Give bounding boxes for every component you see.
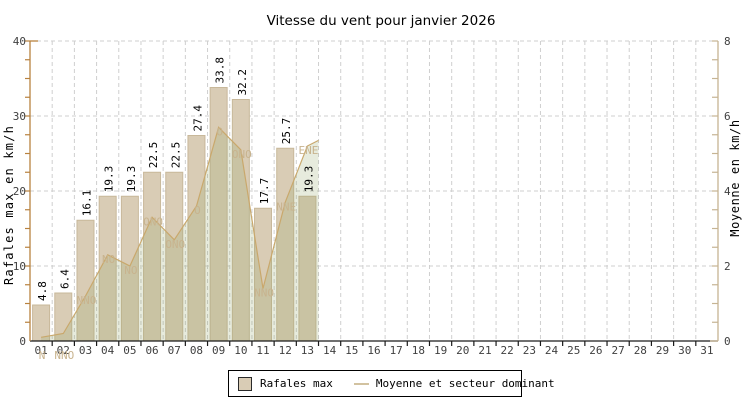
bar-value-label: 22.5 <box>147 142 160 169</box>
bar-day-01 <box>32 304 51 342</box>
sector-label: ONO <box>143 215 163 228</box>
right-axis-title: Moyenne en km/h <box>728 119 742 236</box>
bar-value-label: 27.4 <box>191 105 204 132</box>
day-label: 17 <box>390 344 403 357</box>
day-label: 12 <box>279 344 292 357</box>
legend-label-rafales: Rafales max <box>260 377 333 390</box>
bar-value-label: 19.3 <box>302 166 315 193</box>
right-tick-label: 0 <box>724 335 731 348</box>
bar-value-label: 16.1 <box>80 190 93 217</box>
bar-value-label: 19.3 <box>125 166 138 193</box>
bar-value-label: 25.7 <box>280 118 293 145</box>
legend-line-swatch-icon <box>353 382 369 385</box>
day-label: 21 <box>478 344 491 357</box>
day-label: 06 <box>145 344 158 357</box>
day-label: 27 <box>612 344 625 357</box>
day-label: 28 <box>634 344 647 357</box>
day-label: 14 <box>323 344 337 357</box>
area-moyenne <box>40 126 319 341</box>
day-label: 26 <box>589 344 602 357</box>
sector-label: NO <box>102 253 115 266</box>
bar-value-label: 19.3 <box>103 166 116 193</box>
left-axis-title: Rafales max en km/h <box>2 125 16 285</box>
day-label: 24 <box>545 344 559 357</box>
bar-value-label: 4.8 <box>36 281 49 301</box>
left-tick-label: 30 <box>13 110 26 123</box>
sector-label: NNO <box>254 287 274 300</box>
right-tick-label: 4 <box>724 185 731 198</box>
sector-label: NO <box>124 264 137 277</box>
sector-label: NNE <box>276 200 296 213</box>
legend: Rafales max Moyenne et secteur dominant <box>228 370 555 397</box>
day-label: 13 <box>301 344 314 357</box>
day-label: 15 <box>345 344 358 357</box>
day-label: 07 <box>168 344 181 357</box>
day-label: 30 <box>678 344 691 357</box>
bar-value-label: 6.4 <box>58 269 71 289</box>
day-label: 31 <box>700 344 713 357</box>
bar-value-label: 22.5 <box>169 142 182 169</box>
right-tick-label: 2 <box>724 260 731 273</box>
sector-label: ENE <box>298 144 318 157</box>
day-label: 08 <box>190 344 203 357</box>
sector-label: O <box>216 125 223 138</box>
moyenne-line <box>40 126 319 338</box>
bars-rafales-max <box>32 87 317 342</box>
right-tick-label: 8 <box>724 35 731 48</box>
day-label: 09 <box>212 344 225 357</box>
day-label: 04 <box>101 344 115 357</box>
day-label: 25 <box>567 344 580 357</box>
day-label: 02 <box>57 344 70 357</box>
day-label: 03 <box>79 344 92 357</box>
day-label: 10 <box>234 344 247 357</box>
day-label: 23 <box>523 344 536 357</box>
day-label: 05 <box>123 344 136 357</box>
sector-label: N <box>39 349 46 362</box>
bar-value-label: 17.7 <box>258 178 271 205</box>
legend-bar-swatch-icon <box>238 376 252 391</box>
gridlines <box>30 40 718 341</box>
axes <box>25 40 719 346</box>
sector-label: NNO <box>77 294 97 307</box>
moyenne-area <box>41 127 319 341</box>
bar-value-label: 32.2 <box>236 69 249 96</box>
day-label: 29 <box>656 344 669 357</box>
sector-label: O <box>194 204 201 217</box>
day-label: 18 <box>412 344 425 357</box>
left-tick-label: 10 <box>13 260 26 273</box>
legend-label-moyenne: Moyenne et secteur dominant <box>375 377 555 390</box>
right-tick-label: 6 <box>724 110 731 123</box>
day-label: 11 <box>256 344 269 357</box>
day-label: 19 <box>434 344 447 357</box>
left-tick-label: 0 <box>19 335 26 348</box>
day-label: 22 <box>501 344 514 357</box>
chart-title: Vitesse du vent pour janvier 2026 <box>267 13 496 29</box>
bar-value-label: 33.8 <box>214 57 227 84</box>
sector-label: ONO <box>165 238 185 251</box>
day-label: 16 <box>367 344 380 357</box>
sector-label: ONO <box>232 148 252 161</box>
sector-label: NNO <box>54 349 74 362</box>
day-label: 01 <box>34 344 47 357</box>
left-tick-label: 40 <box>13 35 26 48</box>
left-tick-label: 20 <box>13 185 26 198</box>
day-label: 20 <box>456 344 469 357</box>
